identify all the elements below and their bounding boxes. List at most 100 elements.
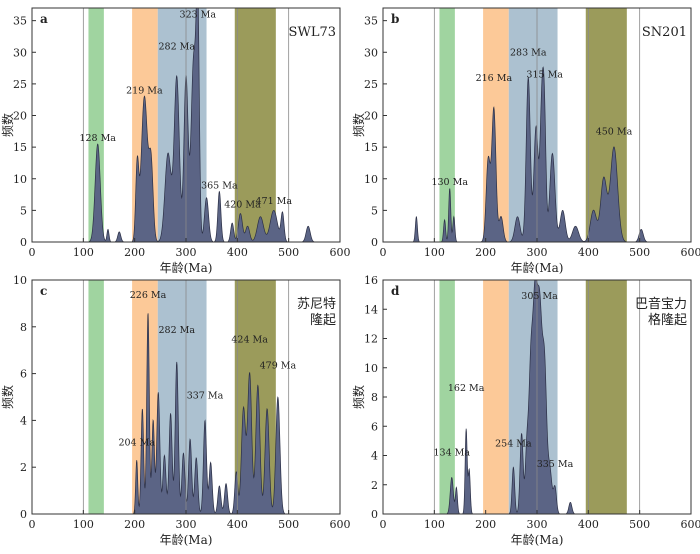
x-tick-label: 200 (475, 518, 496, 531)
y-tick-label: 0 (20, 508, 27, 521)
x-tick-label: 600 (681, 246, 700, 259)
peak-age-label: 162 Ma (448, 383, 485, 394)
peak-age-label: 335 Ma (537, 459, 574, 470)
y-axis-title: 频数 (0, 385, 15, 409)
x-tick-label: 100 (73, 246, 94, 259)
peak-age-label: 130 Ma (431, 177, 468, 188)
panel-letter: c (40, 284, 47, 298)
x-axis-title: 年龄(Ma) (511, 533, 564, 547)
x-tick-label: 500 (278, 246, 299, 259)
sample-label: SWL73 (289, 25, 336, 40)
y-tick-label: 12 (364, 333, 378, 346)
sample-label: 苏尼特 (297, 296, 336, 312)
y-tick-label: 6 (371, 420, 378, 433)
peak-age-label: 450 Ma (596, 127, 633, 138)
sample-label: 隆起 (310, 313, 336, 328)
age-band (439, 8, 454, 242)
age-band (586, 280, 627, 514)
x-axis-title: 年龄(Ma) (160, 533, 213, 547)
peak-age-label: 128 Ma (79, 133, 116, 144)
x-tick-label: 200 (475, 246, 496, 259)
y-tick-label: 5 (371, 204, 378, 217)
peak-age-label: 282 Ma (158, 41, 195, 52)
x-tick-label: 100 (424, 246, 445, 259)
x-axis-title: 年龄(Ma) (511, 261, 564, 275)
peak-age-label: 219 Ma (126, 86, 163, 97)
peak-age-label: 365 Ma (201, 180, 238, 191)
y-tick-label: 5 (20, 204, 27, 217)
x-tick-label: 300 (527, 246, 548, 259)
x-tick-label: 0 (380, 518, 387, 531)
x-tick-label: 300 (176, 518, 197, 531)
y-tick-label: 0 (371, 508, 378, 521)
y-tick-label: 16 (364, 274, 378, 287)
peak-age-label: 134 Ma (434, 447, 471, 458)
panel-letter: d (391, 284, 400, 298)
x-tick-label: 600 (330, 518, 351, 531)
y-tick-label: 6 (20, 368, 27, 381)
peak-age-label: 315 Ma (526, 70, 563, 81)
peak-age-label: 305 Ma (521, 291, 558, 302)
x-tick-label: 400 (578, 518, 599, 531)
y-tick-label: 14 (364, 303, 378, 316)
peak-age-label: 424 Ma (231, 335, 268, 346)
sample-label: SN201 (642, 25, 687, 40)
y-axis-title: 频数 (351, 113, 366, 137)
y-axis-title: 频数 (0, 113, 15, 137)
x-tick-label: 500 (629, 246, 650, 259)
y-tick-label: 25 (13, 78, 27, 91)
x-tick-label: 400 (227, 246, 248, 259)
x-tick-label: 100 (73, 518, 94, 531)
peak-age-label: 226 Ma (130, 290, 167, 301)
panel-c: 0 100 200 300 400 500 600 0 2 4 6 8 10 年龄(Ma) 频数 c 苏尼特隆起… (0, 274, 351, 547)
x-axis-title: 年龄(Ma) (160, 261, 213, 275)
x-tick-label: 300 (176, 246, 197, 259)
y-tick-label: 35 (13, 15, 27, 28)
y-tick-label: 10 (13, 274, 27, 287)
x-tick-label: 400 (227, 518, 248, 531)
x-tick-label: 600 (681, 518, 700, 531)
peak-age-label: 283 Ma (510, 48, 547, 59)
y-tick-label: 35 (364, 15, 378, 28)
peak-age-label: 323 Ma (180, 10, 217, 21)
panel-letter: b (391, 12, 399, 26)
y-tick-label: 10 (13, 173, 27, 186)
y-tick-label: 15 (364, 141, 378, 154)
y-tick-label: 2 (20, 461, 27, 474)
y-tick-label: 8 (20, 321, 27, 334)
peak-age-label: 337 Ma (187, 391, 224, 402)
y-tick-label: 2 (371, 479, 378, 492)
age-band (88, 280, 103, 514)
peak-age-label: 282 Ma (158, 325, 195, 336)
peak-age-label: 216 Ma (476, 73, 513, 84)
x-tick-label: 0 (29, 518, 36, 531)
x-tick-label: 600 (330, 246, 351, 259)
y-axis-title: 频数 (351, 385, 366, 409)
y-tick-label: 30 (13, 46, 27, 59)
x-tick-label: 200 (124, 518, 145, 531)
x-tick-label: 500 (629, 518, 650, 531)
panel-letter: a (40, 12, 48, 26)
sample-label: 巴音宝力 (635, 296, 687, 312)
y-tick-label: 20 (364, 110, 378, 123)
x-tick-label: 200 (124, 246, 145, 259)
peak-age-label: 254 Ma (495, 439, 532, 450)
y-tick-label: 0 (371, 236, 378, 249)
peak-age-label: 471 Ma (256, 196, 293, 207)
x-tick-label: 500 (278, 518, 299, 531)
x-tick-label: 100 (424, 518, 445, 531)
y-tick-label: 10 (364, 173, 378, 186)
y-tick-label: 15 (13, 141, 27, 154)
y-tick-label: 8 (371, 391, 378, 404)
x-tick-label: 400 (578, 246, 599, 259)
y-tick-label: 30 (364, 46, 378, 59)
y-tick-label: 4 (371, 450, 378, 463)
x-tick-label: 0 (29, 246, 36, 259)
y-tick-label: 4 (20, 414, 27, 427)
peak-age-label: 479 Ma (260, 360, 297, 371)
sample-label: 格隆起 (648, 312, 687, 328)
